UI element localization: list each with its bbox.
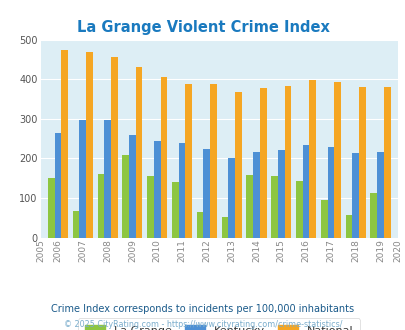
Bar xyxy=(228,158,234,238)
Bar xyxy=(129,135,135,238)
Text: La Grange Violent Crime Index: La Grange Violent Crime Index xyxy=(77,20,328,35)
Bar xyxy=(352,153,358,238)
Bar xyxy=(72,211,79,238)
Bar xyxy=(61,50,68,238)
Legend: La Grange, Kentucky, National: La Grange, Kentucky, National xyxy=(78,318,360,330)
Bar xyxy=(327,147,333,238)
Bar xyxy=(234,92,241,238)
Bar xyxy=(160,77,167,238)
Bar xyxy=(135,67,142,238)
Bar xyxy=(259,88,266,238)
Bar xyxy=(302,145,309,238)
Bar xyxy=(376,152,383,238)
Bar xyxy=(111,57,117,238)
Bar xyxy=(203,149,210,238)
Bar xyxy=(196,212,203,238)
Bar xyxy=(185,83,192,238)
Bar xyxy=(277,150,284,238)
Bar xyxy=(86,52,93,238)
Text: Crime Index corresponds to incidents per 100,000 inhabitants: Crime Index corresponds to incidents per… xyxy=(51,304,354,314)
Bar xyxy=(246,176,252,238)
Bar xyxy=(369,193,376,238)
Bar xyxy=(104,119,111,238)
Bar xyxy=(320,200,327,238)
Bar xyxy=(333,82,340,238)
Bar xyxy=(79,119,86,238)
Bar xyxy=(147,176,153,238)
Text: © 2025 CityRating.com - https://www.cityrating.com/crime-statistics/: © 2025 CityRating.com - https://www.city… xyxy=(64,319,341,329)
Bar xyxy=(178,143,185,238)
Bar xyxy=(210,84,216,238)
Bar xyxy=(309,80,315,238)
Bar xyxy=(97,174,104,238)
Bar xyxy=(295,182,302,238)
Bar xyxy=(48,178,55,238)
Bar xyxy=(383,87,390,238)
Bar xyxy=(284,85,291,238)
Bar xyxy=(345,214,352,238)
Bar xyxy=(122,155,129,238)
Bar xyxy=(55,133,61,238)
Bar xyxy=(252,152,259,238)
Bar xyxy=(358,87,365,238)
Bar xyxy=(221,217,228,238)
Bar xyxy=(271,176,277,238)
Bar xyxy=(153,141,160,238)
Bar xyxy=(172,182,178,238)
